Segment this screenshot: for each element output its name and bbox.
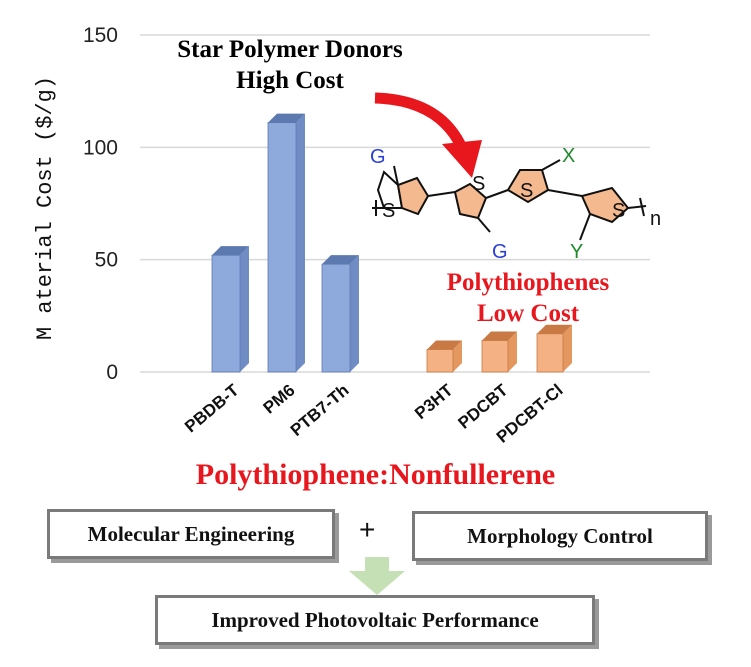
structure-label-s2: S <box>472 173 485 195</box>
bar-side <box>296 113 305 373</box>
morphology-control-label: Morphology Control <box>467 523 653 548</box>
bar-front <box>267 122 297 373</box>
bars <box>211 113 572 373</box>
improved-performance-box: Improved Photovoltaic Performance <box>155 595 595 645</box>
bar-pm6 <box>267 113 305 373</box>
structure-label-s4: S <box>612 200 625 222</box>
bar-top <box>482 331 517 341</box>
bar-front <box>536 333 564 373</box>
bar-front <box>321 263 351 373</box>
bar-front <box>426 349 454 373</box>
structure-label-g2: G <box>492 241 508 263</box>
curved-arrow-icon <box>374 92 482 178</box>
structure-label-s1: S <box>382 200 395 222</box>
y-tick-labels: 0 50 100 150 <box>83 24 118 384</box>
bar-pdcbt-cl <box>536 324 572 373</box>
bar-top <box>212 246 249 256</box>
bar-side <box>240 246 249 372</box>
bar-top <box>322 255 359 265</box>
molecular-engineering-box: Molecular Engineering <box>47 509 335 559</box>
molecular-engineering-label: Molecular Engineering <box>87 521 295 546</box>
bar-top <box>268 113 305 123</box>
morphology-control-box: Morphology Control <box>412 511 708 561</box>
subtitle: Polythiophene:Nonfullerene <box>195 458 556 491</box>
improved-performance-label: Improved Photovoltaic Performance <box>211 607 539 632</box>
category-label: PBDB-T <box>181 380 243 436</box>
bar-side <box>350 255 359 372</box>
down-arrow-icon <box>349 557 405 595</box>
category-label: PM6 <box>260 381 299 418</box>
bar-top <box>537 324 572 334</box>
bar-top <box>427 340 462 350</box>
bar-front <box>211 254 241 373</box>
y-tick-label: 0 <box>106 361 118 384</box>
polythiophene-annotation-line1: Polythiophenes <box>447 269 610 296</box>
bar-side <box>563 324 572 372</box>
structure-label-n: n <box>650 208 661 230</box>
star-annotation-line2: High Cost <box>236 67 344 94</box>
y-tick-label: 50 <box>95 249 118 272</box>
y-tick-label: 100 <box>83 136 118 159</box>
structure-label-s3: S <box>520 180 533 202</box>
category-label: PTB7-Th <box>287 381 353 440</box>
polythiophene-structure <box>372 159 647 241</box>
bar-side <box>453 340 462 372</box>
bar-p3ht <box>426 340 462 373</box>
bar-pbdb-t <box>211 246 249 373</box>
structure-label-y: Y <box>570 241 583 263</box>
polythiophene-annotation-line2: Low Cost <box>477 300 580 327</box>
bar-side <box>508 331 517 372</box>
bar-ptb7-th <box>321 255 359 373</box>
y-axis-label: M aterial Cost ($/g) <box>33 76 58 340</box>
structure-label-x: X <box>562 145 575 167</box>
structure-label-g1: G <box>370 146 386 168</box>
bar-pdcbt <box>481 331 517 373</box>
category-label: P3HT <box>411 380 457 423</box>
y-tick-label: 150 <box>83 24 118 47</box>
star-annotation-line1: Star Polymer Donors <box>177 36 403 63</box>
bar-front <box>481 340 509 373</box>
plus-sign: + <box>359 514 376 545</box>
